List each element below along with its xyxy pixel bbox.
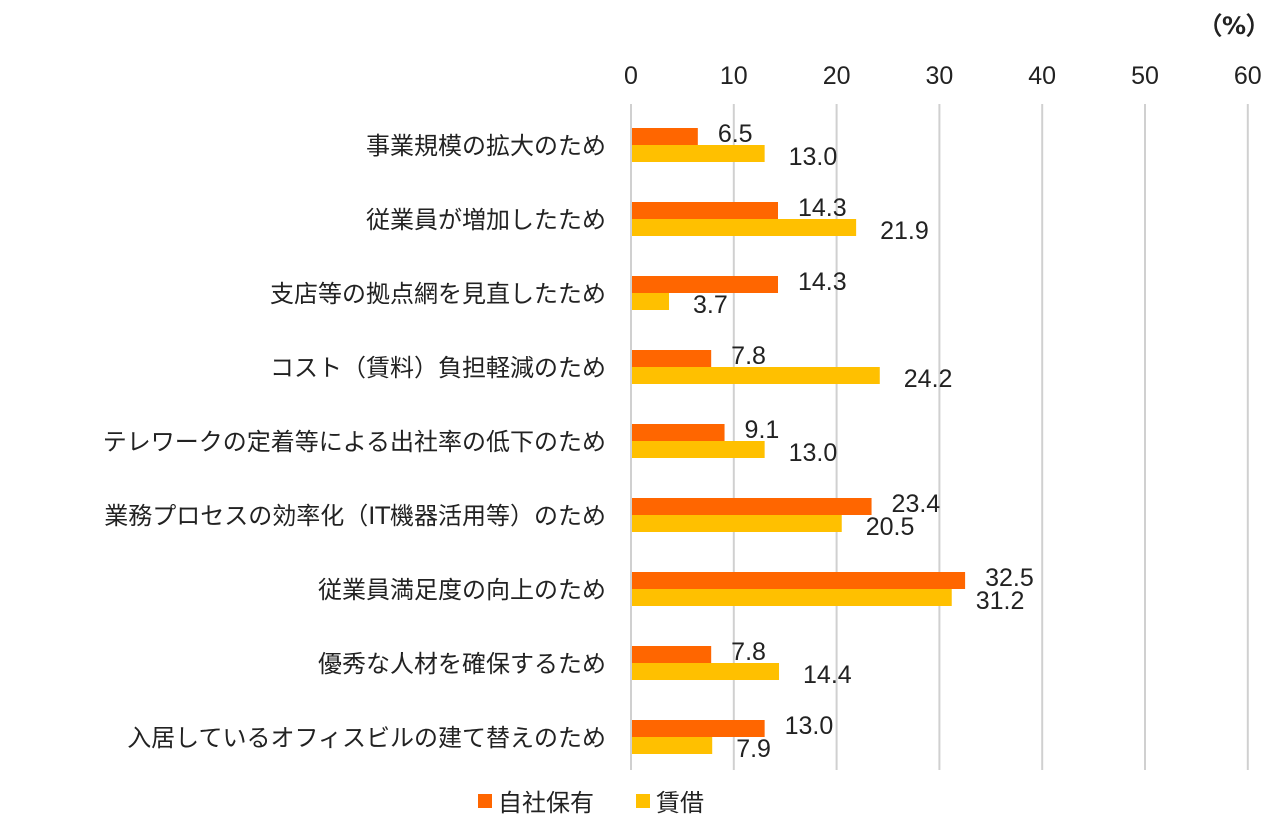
unit-label: （%） xyxy=(1198,12,1270,40)
data-label: 13.0 xyxy=(789,439,838,467)
data-label: 3.7 xyxy=(693,291,728,319)
bar-owned xyxy=(631,572,966,589)
bar-leased xyxy=(631,145,765,162)
data-label: 7.8 xyxy=(731,342,766,370)
category-label: テレワークの定着等による出社率の低下のため xyxy=(103,428,606,456)
category-label: 従業員が増加したため xyxy=(366,206,606,234)
bar-leased xyxy=(631,737,713,754)
grid-lines xyxy=(732,104,1249,770)
bar-leased xyxy=(631,589,952,606)
x-axis-ticks: 0 10 20 30 40 50 60 xyxy=(624,62,1262,90)
data-label: 13.0 xyxy=(785,712,834,740)
category-label: コスト（賃料）負担軽減のため xyxy=(270,354,606,382)
bar-leased xyxy=(631,663,780,680)
data-label: 7.8 xyxy=(731,638,766,666)
category-labels: 事業規模の拡大のため従業員が増加したため支店等の拠点網を見直したためコスト（賃料… xyxy=(103,132,606,752)
bar-owned xyxy=(631,424,725,441)
bar-leased xyxy=(631,441,765,458)
data-label: 24.2 xyxy=(904,365,953,393)
x-tick-label: 0 xyxy=(624,62,638,90)
bar-owned xyxy=(631,498,872,515)
bar-owned xyxy=(631,202,779,219)
data-label: 31.2 xyxy=(976,587,1025,615)
bar-owned xyxy=(631,276,779,293)
data-label: 32.5 xyxy=(985,564,1034,592)
data-label: 20.5 xyxy=(866,513,915,541)
category-label: 優秀な人材を確保するため xyxy=(318,650,606,678)
legend: 自社保有 賃借 xyxy=(478,789,704,817)
x-tick-label: 40 xyxy=(1028,62,1056,90)
x-tick-label: 30 xyxy=(925,62,953,90)
category-label: 業務プロセスの効率化（IT機器活用等）のため xyxy=(104,502,606,530)
data-label: 23.4 xyxy=(892,490,941,518)
legend-label: 賃借 xyxy=(656,789,704,817)
data-label: 7.9 xyxy=(736,735,771,763)
data-label: 14.4 xyxy=(803,661,852,689)
legend-swatch xyxy=(478,794,492,808)
category-label: 支店等の拠点網を見直したため xyxy=(270,280,606,308)
bar-leased xyxy=(631,367,880,384)
category-label: 入居しているオフィスビルの建て替えのため xyxy=(127,724,606,752)
data-label: 14.3 xyxy=(798,194,847,222)
bar-owned xyxy=(631,720,765,737)
legend-label: 自社保有 xyxy=(498,789,594,817)
bar-owned xyxy=(631,350,712,367)
x-tick-label: 60 xyxy=(1234,62,1262,90)
x-tick-label: 10 xyxy=(720,62,748,90)
bar-leased xyxy=(631,293,670,310)
data-labels: 6.513.014.321.914.33.77.824.29.113.023.4… xyxy=(693,120,1034,763)
bar-leased xyxy=(631,515,842,532)
bar-owned xyxy=(631,128,698,145)
bars xyxy=(631,128,966,754)
data-label: 14.3 xyxy=(798,268,847,296)
x-tick-label: 20 xyxy=(823,62,851,90)
data-label: 13.0 xyxy=(789,143,838,171)
data-label: 21.9 xyxy=(880,217,929,245)
x-tick-label: 50 xyxy=(1131,62,1159,90)
bar-leased xyxy=(631,219,857,236)
legend-swatch xyxy=(636,794,650,808)
bar-owned xyxy=(631,646,712,663)
data-label: 9.1 xyxy=(745,416,780,444)
category-label: 事業規模の拡大のため xyxy=(366,132,606,160)
data-label: 6.5 xyxy=(718,120,753,148)
category-label: 従業員満足度の向上のため xyxy=(318,576,606,604)
